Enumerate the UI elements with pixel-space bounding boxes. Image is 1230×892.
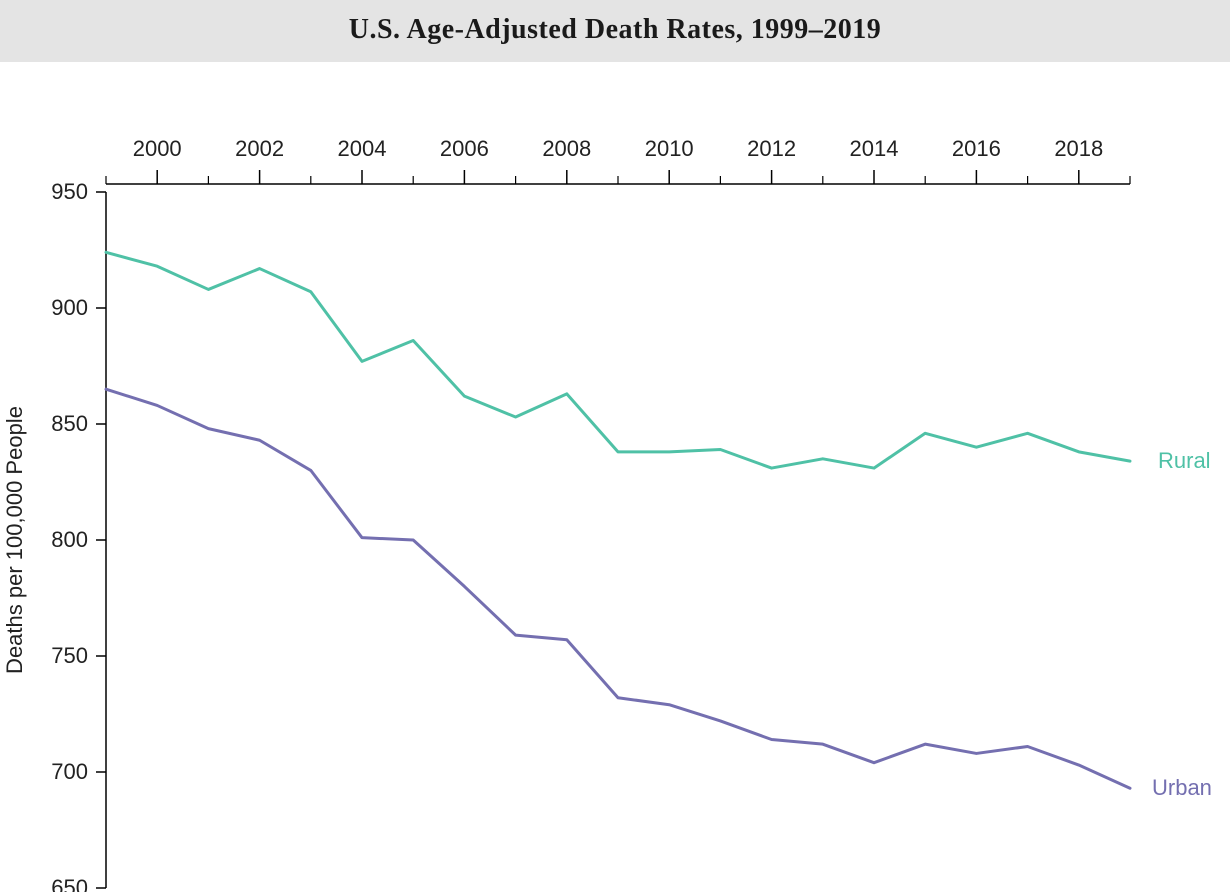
- x-tick-label: 2000: [133, 136, 182, 161]
- y-tick-label: 800: [51, 527, 88, 552]
- series-line-rural: [106, 252, 1130, 468]
- y-tick-label: 950: [51, 179, 88, 204]
- series-label-rural: Rural: [1158, 448, 1211, 473]
- x-tick-label: 2016: [952, 136, 1001, 161]
- y-tick-label: 700: [51, 759, 88, 784]
- x-tick-label: 2006: [440, 136, 489, 161]
- x-tick-label: 2002: [235, 136, 284, 161]
- y-tick-label: 850: [51, 411, 88, 436]
- y-tick-label: 650: [51, 875, 88, 892]
- chart-title: U.S. Age-Adjusted Death Rates, 1999–2019: [0, 14, 1230, 46]
- series-line-urban: [106, 389, 1130, 788]
- x-tick-label: 2004: [338, 136, 387, 161]
- chart-title-bar: U.S. Age-Adjusted Death Rates, 1999–2019: [0, 0, 1230, 62]
- x-tick-label: 2012: [747, 136, 796, 161]
- line-chart-svg: 2000 2002 2004 2006 2008 2010 2012 2014 2016 2018…: [0, 62, 1230, 892]
- x-tick-label: 2018: [1054, 136, 1103, 161]
- x-tick-label: 2008: [542, 136, 591, 161]
- y-tick-label: 750: [51, 643, 88, 668]
- series-label-urban: Urban: [1152, 775, 1212, 800]
- x-tick-label: 2010: [645, 136, 694, 161]
- x-tick-label: 2014: [850, 136, 899, 161]
- y-axis-title: Deaths per 100,000 People: [2, 406, 27, 674]
- y-tick-label: 900: [51, 295, 88, 320]
- chart-area: 2000 2002 2004 2006 2008 2010 2012 2014 2016 2018…: [0, 62, 1230, 892]
